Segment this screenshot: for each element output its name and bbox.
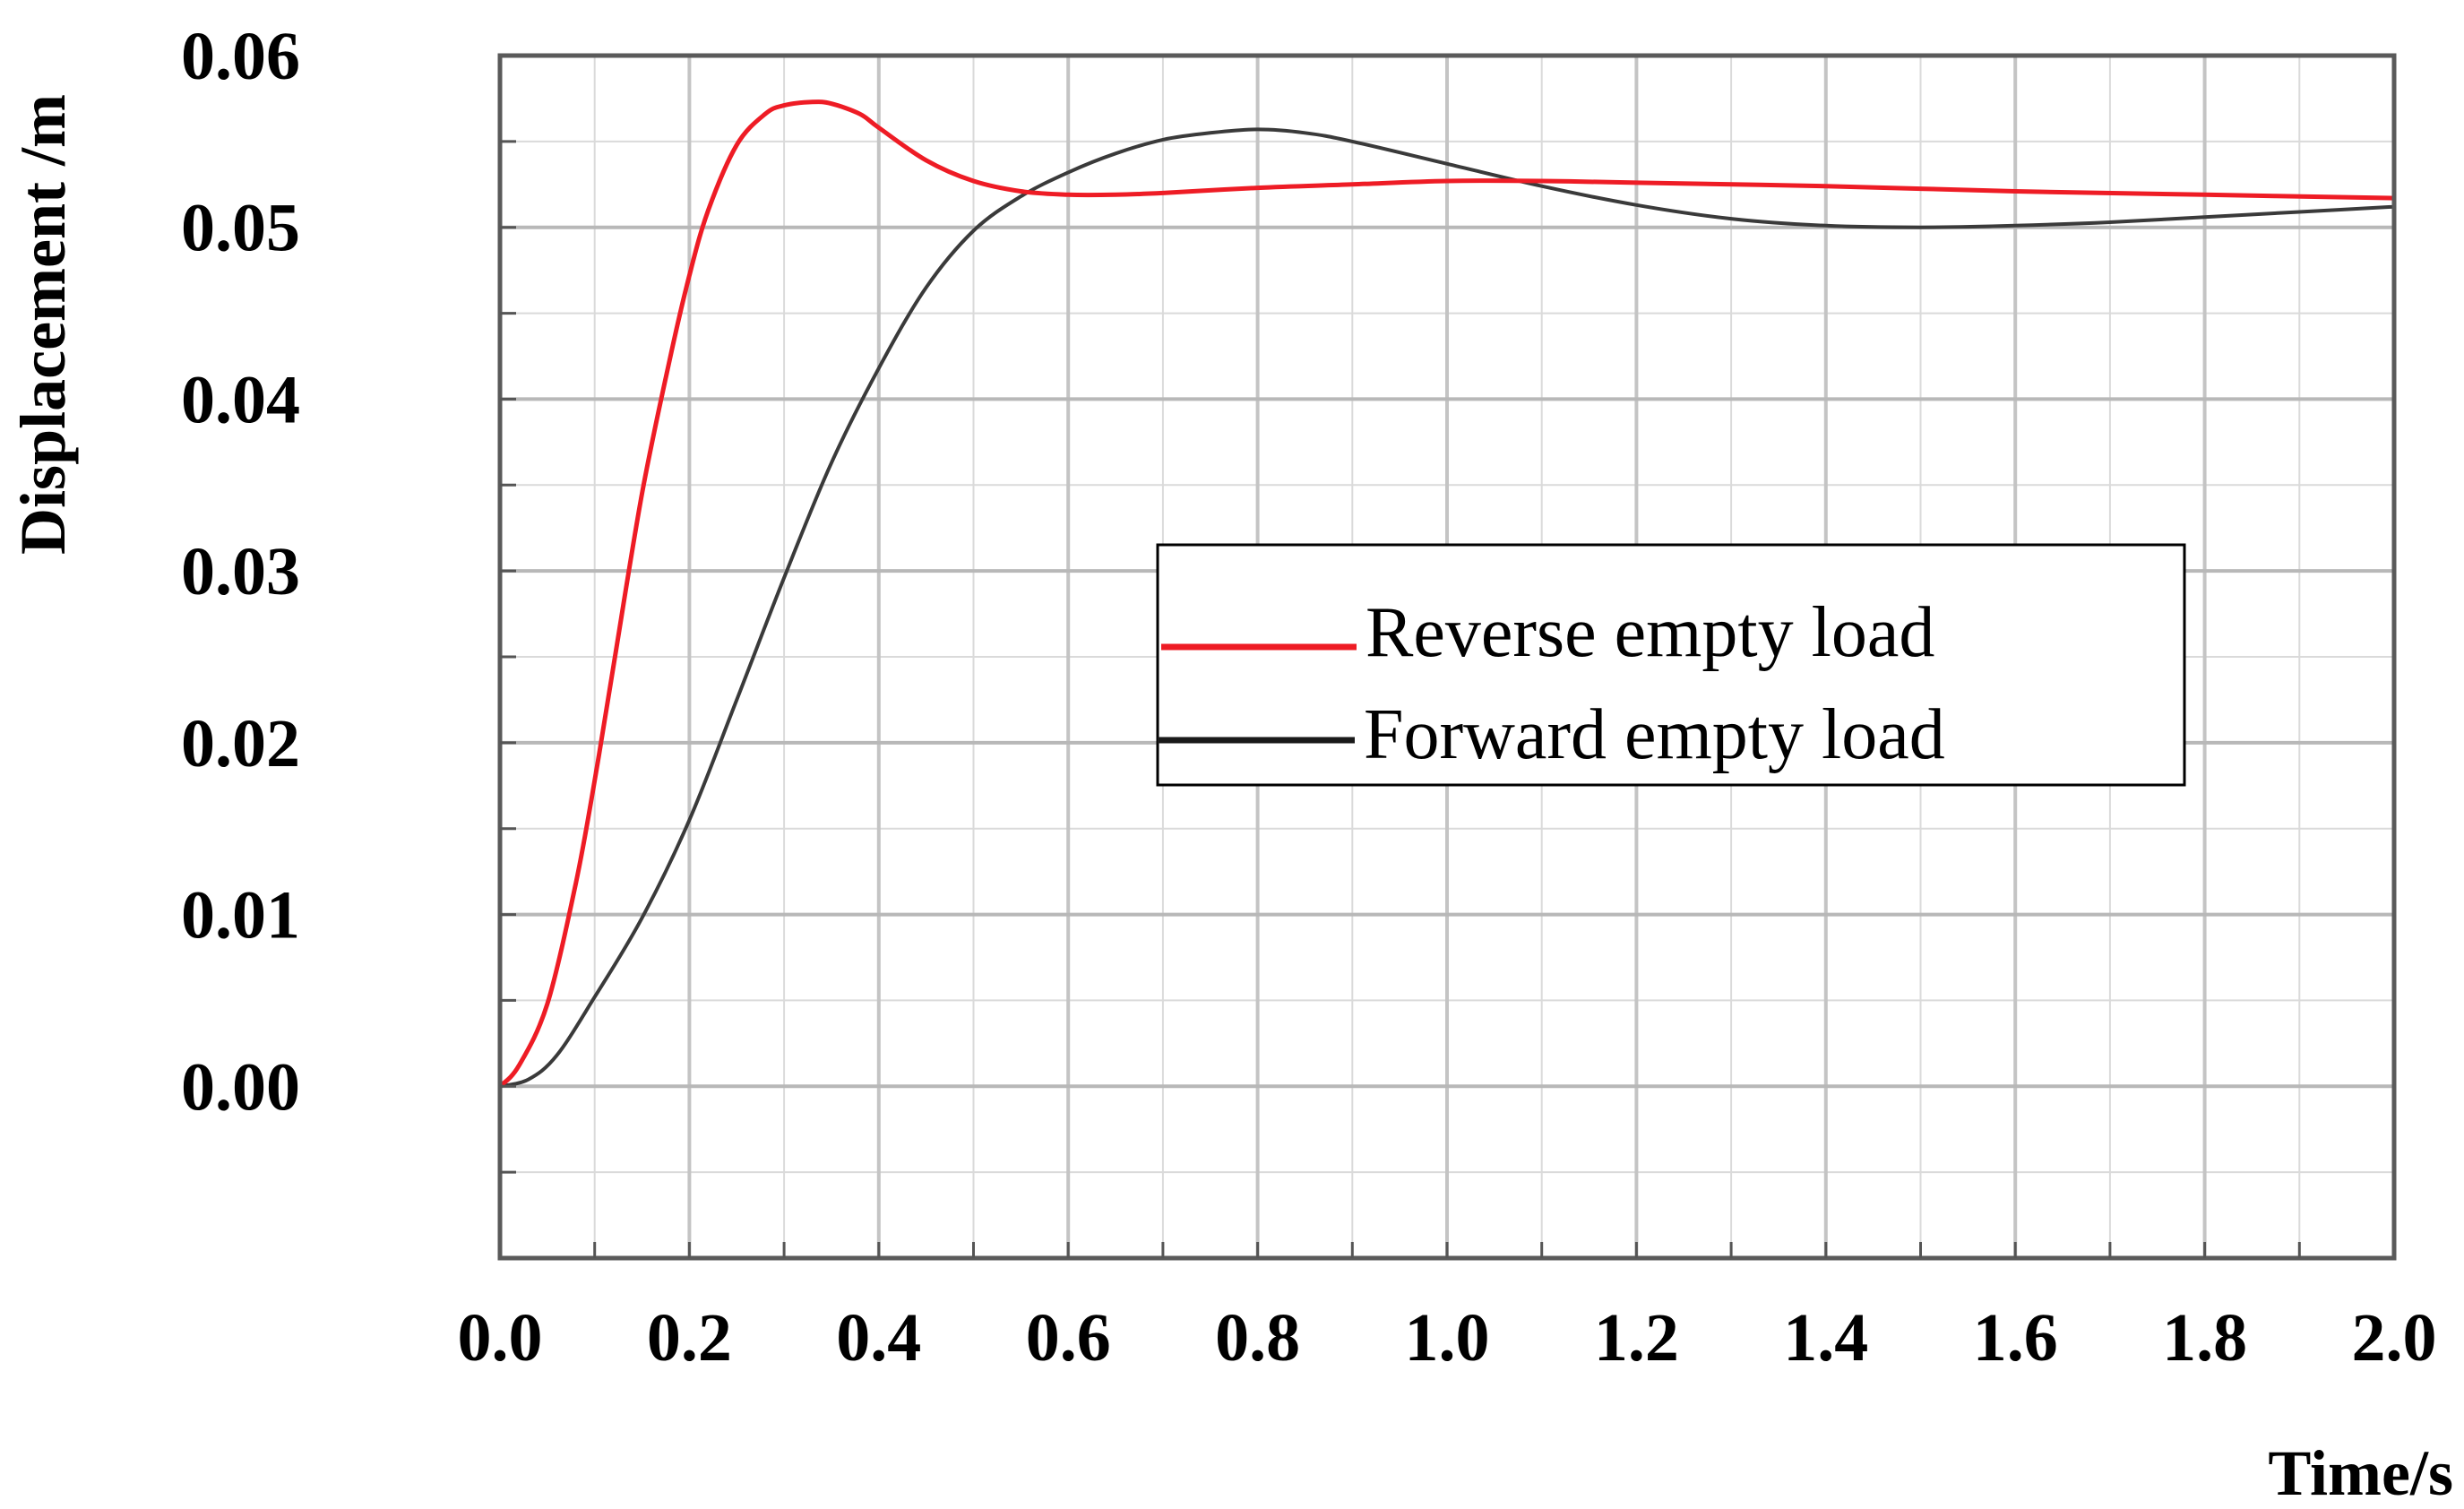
legend-label-forward: Forward empty load (1364, 695, 1945, 774)
y-tick-label: 0.03 (181, 534, 300, 609)
legend-box (1156, 543, 2186, 787)
y-tick-labels: 0.00 0.01 0.02 0.03 0.04 0.05 0.06 (181, 19, 300, 1125)
y-tick-label: 0.01 (181, 878, 300, 953)
x-axis-title: Time/s (2268, 1437, 2453, 1509)
x-tick-label: 2.0 (2352, 1300, 2437, 1375)
y-tick-label: 0.00 (181, 1049, 300, 1125)
x-tick-label: 0.8 (1215, 1300, 1300, 1375)
x-tick-label: 0.4 (836, 1300, 921, 1375)
x-tick-label: 1.6 (1973, 1300, 2058, 1375)
y-axis-title: Displacement /m (7, 94, 79, 555)
x-tick-label: 1.0 (1405, 1300, 1490, 1375)
x-tick-label: 0.0 (458, 1300, 543, 1375)
series-layer (497, 99, 2397, 1089)
y-tick-label: 0.06 (181, 19, 300, 94)
x-tick-label: 0.6 (1026, 1300, 1111, 1375)
y-tick-label: 0.04 (181, 362, 300, 437)
x-tick-label: 1.4 (1783, 1300, 1868, 1375)
series-line-forward-empty-load (498, 127, 2396, 1089)
series-line-reverse-empty-load (497, 99, 2397, 1089)
x-tick-label: 1.8 (2162, 1300, 2247, 1375)
x-tick-labels: 0.0 0.2 0.4 0.6 0.8 1.0 1.2 1.4 1.6 1.8 2.0 (458, 1300, 2437, 1375)
y-tick-label: 0.02 (181, 706, 300, 781)
x-tick-label: 1.2 (1594, 1300, 1679, 1375)
y-tick-label: 0.05 (181, 191, 300, 266)
tick-marks (500, 140, 2301, 1258)
legend-label-reverse: Reverse empty load (1366, 593, 1934, 672)
legend: Reverse empty load Forward empty load (1156, 543, 2186, 787)
x-tick-label: 0.2 (647, 1300, 732, 1375)
